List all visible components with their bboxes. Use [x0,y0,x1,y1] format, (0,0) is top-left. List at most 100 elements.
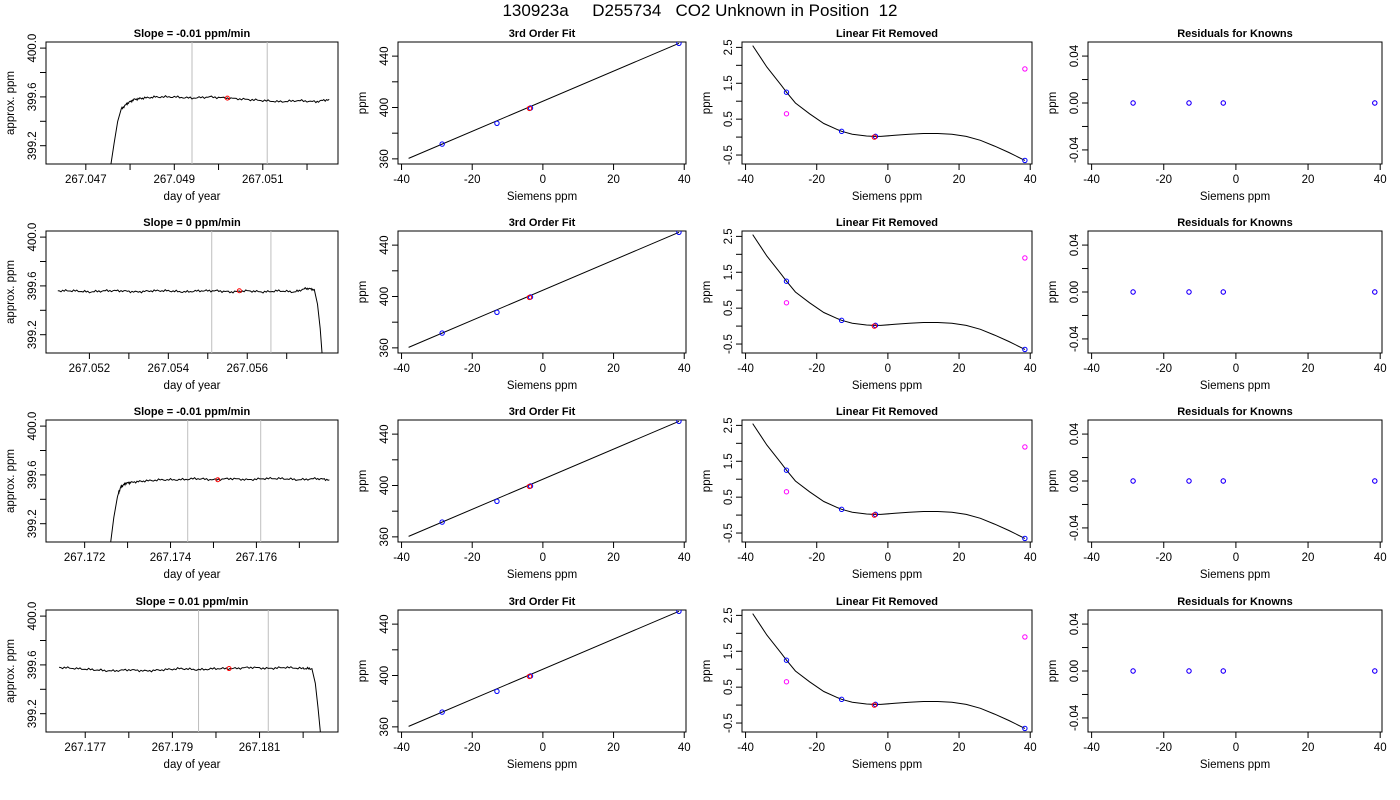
known-point [1130,478,1136,484]
page-title: 130923a D255734 CO2 Unknown in Position … [502,1,898,20]
y-tick-label: 440 [379,47,391,66]
y-tick-label: 400.0 [27,223,39,252]
x-tick-label: 267.051 [242,174,284,186]
x-tick-label: -40 [1083,552,1100,564]
concentration-trace [110,95,330,164]
x-tick-label: 0 [540,174,546,186]
data-layer [1130,289,1378,295]
x-tick-label: 40 [678,363,691,375]
data-layer [1130,668,1378,674]
x-axis-label: Siemens ppm [1200,759,1270,771]
known-point [676,420,682,424]
data-layer [752,45,1028,164]
y-tick-label: 360 [379,717,391,736]
extra-point [1022,255,1028,261]
plot-frame [1087,419,1383,543]
y-tick-label: 0.04 [1069,422,1081,445]
fit-line [408,610,680,727]
known-point [1186,100,1192,106]
panel-residual-curve-row-2: Linear Fit Removed -40 -20 0 20 40 -0.5 0.5 1.5 2… [701,217,1037,392]
panel-residual-curve-row-4: Linear Fit Removed -40 -20 0 20 40 -0.5 0.5 1.5 2… [701,596,1037,771]
panel-residual-curve-row-1: Linear Fit Removed -40 -20 0 20 40 -0.5 0.5 1.5 2… [701,28,1037,203]
known-point [676,42,682,46]
y-tick-label: 400.0 [27,412,39,441]
y-tick-label: 1.5 [723,643,735,659]
panel-title: Slope = -0.01 ppm/min [134,28,251,40]
known-point [1186,478,1192,484]
x-tick-label: 20 [953,174,966,186]
concentration-trace [59,666,321,732]
x-tick-label: -20 [808,742,825,754]
x-tick-label: 0 [540,552,546,564]
unknown-point [526,105,533,112]
x-tick-label: 0 [1233,174,1239,186]
y-axis-label: approx. ppm [5,449,17,513]
y-tick-label: 399.2 [27,509,39,538]
panel-title: 3rd Order Fit [509,596,576,608]
x-tick-label: 0 [1233,363,1239,375]
x-tick-label: 267.056 [226,363,268,375]
x-tick-label: 40 [1374,552,1387,564]
y-tick-label: 0.04 [1069,44,1081,67]
x-tick-label: 267.054 [148,363,190,375]
x-tick-label: 20 [1302,742,1315,754]
extra-point [783,489,790,495]
x-tick-label: 0 [540,363,546,375]
y-tick-label: 360 [379,338,391,357]
y-tick-label: 0.5 [723,489,735,505]
panel-fit-row-4: 3rd Order Fit -40 -20 0 20 40 360 400 440 Siemens… [357,596,691,771]
y-tick-label: 0.5 [723,300,735,316]
known-point [676,231,682,235]
panel-fit-row-2: 3rd Order Fit -40 -20 0 20 40 360 400 440 Siemens… [357,217,691,392]
data-layer [1130,100,1378,106]
x-tick-label: 40 [1024,174,1037,186]
known-point [494,498,500,504]
data-layer [110,42,330,164]
y-tick-label: 2.5 [723,39,735,55]
x-tick-label: 267.047 [65,174,107,186]
known-point [838,696,845,703]
unknown-point [871,323,878,329]
y-tick-label: 0.04 [1069,233,1081,256]
plot-frame [741,41,1033,165]
known-point [1022,535,1028,542]
y-tick-label: 399.6 [27,83,39,112]
x-tick-label: 40 [1374,742,1387,754]
known-point [1220,478,1226,484]
y-axis-label: approx. ppm [5,260,17,324]
unknown-point [526,294,533,301]
y-axis-label: ppm [357,281,369,303]
panel-title: Slope = 0.01 ppm/min [136,596,249,608]
x-axis-label: day of year [164,380,221,392]
plot-frame [45,419,339,543]
plot-frame [397,41,687,165]
known-point [1220,289,1226,295]
y-tick-label: 0.04 [1069,612,1081,635]
x-tick-label: -40 [1083,742,1100,754]
y-tick-label: 1.5 [723,453,735,469]
x-axis-label: day of year [164,191,221,203]
x-tick-label: 267.179 [152,742,194,754]
extra-point [1022,634,1028,640]
extra-point [783,679,790,685]
concentration-trace [110,476,330,542]
x-tick-label: 0 [1233,742,1239,754]
data-layer [408,610,682,727]
y-axis-label: ppm [701,281,713,303]
y-tick-label: 440 [379,236,391,255]
x-tick-label: -20 [808,363,825,375]
fit-curve [752,45,1026,161]
x-tick-label: 0 [1233,552,1239,564]
unknown-point [871,512,878,518]
x-tick-label: 40 [1374,363,1387,375]
y-tick-label: 399.6 [27,272,39,301]
unknown-marker [226,666,232,672]
data-layer [408,42,682,159]
y-tick-label: 399.6 [27,651,39,680]
x-tick-label: 20 [953,363,966,375]
y-tick-label: 1.5 [723,264,735,280]
x-tick-label: 20 [607,363,620,375]
x-tick-label: -40 [393,742,410,754]
data-layer [1130,478,1378,484]
x-axis-label: Siemens ppm [852,191,922,203]
